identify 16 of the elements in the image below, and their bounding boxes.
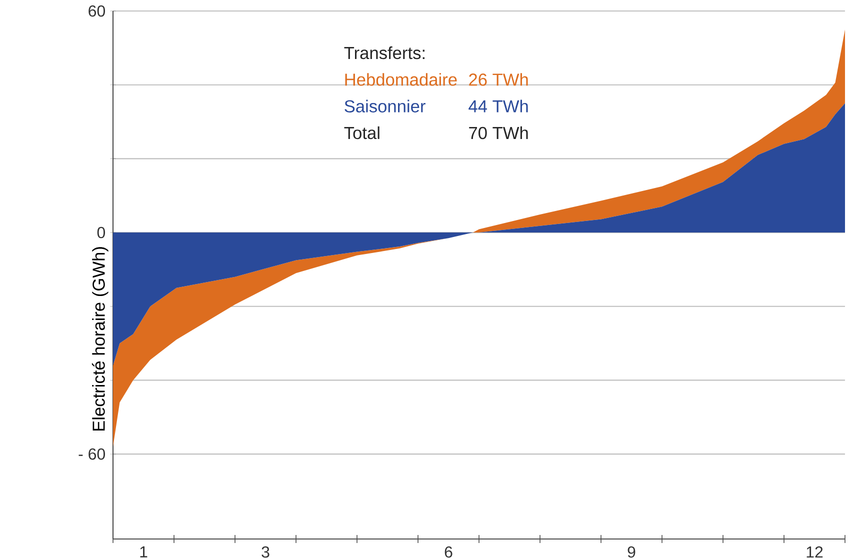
annotation: 70 TWh: [469, 126, 528, 140]
x-tick-label: 9: [628, 546, 636, 558]
x-tick-label: 1: [140, 546, 148, 558]
x-tick-label: 12: [806, 546, 823, 558]
text: Saisonnier: [344, 100, 426, 112]
y-tick-label: 0: [97, 226, 106, 238]
x-tick-label: 3: [262, 546, 270, 558]
annotation: 26 TWh: [469, 73, 528, 86]
annotation: Total: [344, 126, 380, 140]
annotation: 44 TWh: [468, 100, 528, 112]
y-tick-label: - 60: [78, 448, 105, 460]
text: Hebdomadaire: [345, 73, 457, 86]
y-axis-title: Electricté horaire (GWh): [92, 247, 108, 431]
x-tick-label: 6: [444, 546, 452, 558]
y-tick-label: 60: [88, 5, 106, 17]
legend-title: Transferts:: [344, 46, 424, 60]
